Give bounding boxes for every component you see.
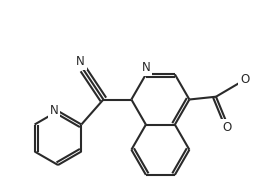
Text: O: O <box>222 121 231 134</box>
Text: N: N <box>50 103 58 116</box>
Text: O: O <box>240 73 249 86</box>
Text: N: N <box>141 61 150 74</box>
Text: N: N <box>76 55 85 68</box>
